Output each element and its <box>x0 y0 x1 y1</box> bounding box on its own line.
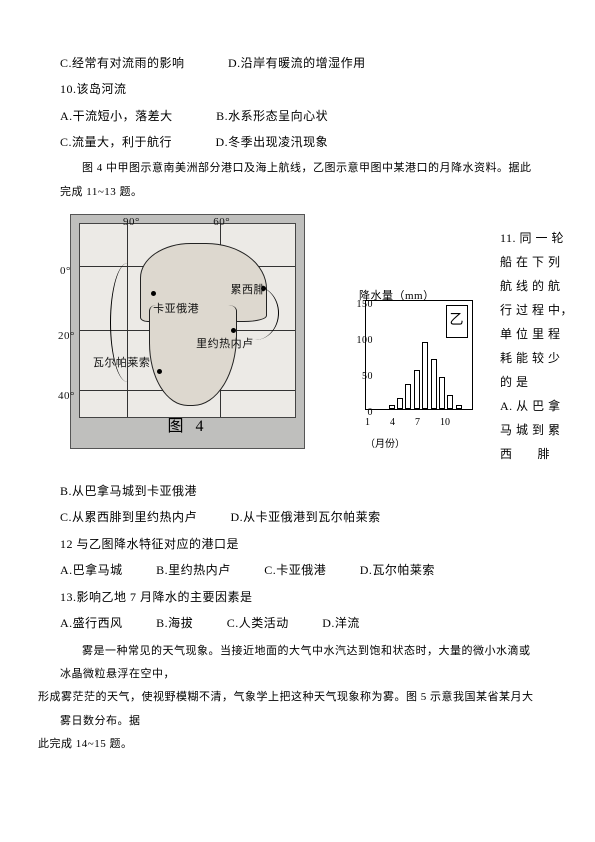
fog-p3: 此完成 14~15 题。 <box>38 738 132 750</box>
chart-bar <box>439 377 445 409</box>
side-l3: 航 线 的 航 <box>500 274 556 298</box>
q10-stem: 10.该岛河流 <box>60 76 535 102</box>
chart-bar <box>389 405 395 409</box>
map-inner: 90° 60° 0° 20° 40° 卡亚俄港 累西腓 里约热内卢 瓦尔帕莱索 <box>79 223 296 418</box>
side-l1: 11. 同 一 轮 <box>500 226 556 250</box>
q13-opts: A.盛行西风 B.海拔 C.人类活动 D.洋流 <box>60 610 535 636</box>
q12-c: C.卡亚俄港 <box>264 563 326 577</box>
fog-intro: 雾是一种常见的天气现象。当接近地面的大气中水汽达到饱和状态时，大量的微小水滴或冰… <box>60 640 535 755</box>
q13-a: A.盛行西风 <box>60 616 123 630</box>
q12-b: B.里约热内卢 <box>156 563 231 577</box>
side-l8: A. 从 巴 拿 <box>500 394 556 418</box>
chart-bar <box>405 384 411 409</box>
fog-p2: 形成雾茫茫的天气，使视野模糊不清，气象学上把这种天气现象称为雾。图 5 示意我国… <box>38 691 534 726</box>
q9-c: C.经常有对流雨的影响 <box>60 56 185 70</box>
port-kaya: 卡亚俄港 <box>153 297 199 321</box>
q10-row2: C.流量大，利于航行 D.冬季出现凌汛现象 <box>60 129 535 155</box>
lat-40: 40° <box>58 384 75 408</box>
chart-bar <box>431 359 437 408</box>
q11-d: D.从卡亚俄港到瓦尔帕莱索 <box>231 510 381 524</box>
q9-options-cd: C.经常有对流雨的影响 D.沿岸有暖流的增湿作用 <box>60 50 535 76</box>
side-l2: 船 在 下 列 <box>500 250 556 274</box>
q13-b: B.海拔 <box>156 616 193 630</box>
q11-c: C.从累西腓到里约热内卢 <box>60 510 197 524</box>
chart-bar <box>397 398 403 409</box>
port-leixi: 累西腓 <box>231 278 266 302</box>
chart-bar <box>422 342 428 409</box>
side-l5: 单 位 里 程 <box>500 322 556 346</box>
q12-opts: A.巴拿马城 B.里约热内卢 C.卡亚俄港 D.瓦尔帕莱索 <box>60 557 535 583</box>
chart-yi: 降水量（mm） 乙 150 100 50 0 1 4 7 10 （月份） <box>335 294 485 439</box>
q13-d: D.洋流 <box>322 616 360 630</box>
side-l9: 马 城 到 累 <box>500 418 556 442</box>
lat-20: 20° <box>58 324 75 348</box>
q12-stem: 12 与乙图降水特征对应的港口是 <box>60 531 535 557</box>
q9-d: D.沿岸有暖流的增湿作用 <box>228 56 366 70</box>
q12-a: A.巴拿马城 <box>60 563 123 577</box>
q13-c: C.人类活动 <box>227 616 289 630</box>
chart-xticks: 1 4 7 10 （月份） <box>365 412 473 456</box>
q10-row1: A.干流短小，落差大 B.水系形态呈向心状 <box>60 103 535 129</box>
chart-bar <box>456 405 462 409</box>
port-rio: 里约热内卢 <box>196 332 254 356</box>
chart-bar <box>414 370 420 409</box>
fog-p1: 雾是一种常见的天气现象。当接近地面的大气中水汽达到饱和状态时，大量的微小水滴或冰… <box>60 645 531 680</box>
lon-60: 60° <box>213 210 230 234</box>
lat-0: 0° <box>60 259 71 283</box>
q10-b: B.水系形态呈向心状 <box>216 109 328 123</box>
q10-c: C.流量大，利于航行 <box>60 135 172 149</box>
fig4-caption: 图 4 <box>71 409 304 444</box>
side-l4: 行 过 程 中， <box>500 298 556 322</box>
side-l7: 的 是 <box>500 370 556 394</box>
q13-stem: 13.影响乙地 7 月降水的主要因素是 <box>60 584 535 610</box>
q10-a: A.干流短小，落差大 <box>60 109 173 123</box>
label-yi: 乙 <box>446 305 469 338</box>
side-l10: 西 腓 <box>500 442 556 466</box>
q12-d: D.瓦尔帕莱索 <box>360 563 435 577</box>
q11-side-col: 11. 同 一 轮 船 在 下 列 航 线 的 航 行 过 程 中， 单 位 里… <box>500 226 556 466</box>
side-l6: 耗 能 较 少 <box>500 346 556 370</box>
q11-cd: C.从累西腓到里约热内卢 D.从卡亚俄港到瓦尔帕莱索 <box>60 504 535 530</box>
map-jia: 甲 90° 60° 0° 20° 40° 卡亚俄港 累西腓 里约热内卢 <box>70 214 305 449</box>
port-valpa: 瓦尔帕莱索 <box>93 351 151 375</box>
figure-4-wrap: 甲 90° 60° 0° 20° 40° 卡亚俄港 累西腓 里约热内卢 <box>60 208 535 478</box>
q11-b: B.从巴拿马城到卡亚俄港 <box>60 478 535 504</box>
chart-frame: 乙 <box>365 300 473 410</box>
lon-90: 90° <box>123 210 140 234</box>
chart-bar <box>447 395 453 409</box>
q10-d: D.冬季出现凌汛现象 <box>216 135 329 149</box>
fig4-intro: 图 4 中甲图示意南美洲部分港口及海上航线，乙图示意甲图中某港口的月降水资料。据… <box>60 156 535 204</box>
